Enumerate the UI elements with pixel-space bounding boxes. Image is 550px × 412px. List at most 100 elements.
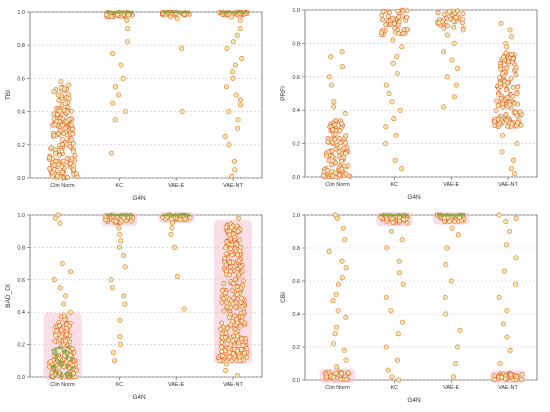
data-point — [67, 309, 73, 315]
data-point — [55, 212, 61, 218]
data-point — [390, 15, 396, 21]
data-point — [386, 91, 392, 97]
data-point — [63, 349, 67, 352]
data-point — [70, 366, 74, 370]
data-point — [457, 328, 463, 334]
strip-group-vae-nt — [216, 9, 250, 179]
x-tick-label-clin-norm: Clin Norm — [325, 385, 350, 391]
data-point — [53, 368, 57, 372]
data-point — [47, 155, 52, 161]
data-point — [60, 347, 64, 350]
strip-group-clin-norm — [46, 79, 80, 181]
data-point — [59, 148, 65, 154]
data-point — [509, 121, 515, 127]
data-point — [125, 12, 131, 18]
data-point — [518, 122, 524, 128]
data-point — [333, 117, 339, 123]
data-point — [221, 281, 227, 286]
data-point — [509, 51, 514, 57]
y-tick-label: 0.2 — [17, 343, 25, 349]
data-point — [227, 246, 233, 252]
data-point — [74, 171, 79, 177]
x-tick-label-clin-norm: Clin Norm — [50, 382, 75, 388]
data-point — [341, 145, 347, 151]
data-point — [442, 295, 448, 301]
data-point — [110, 50, 116, 56]
data-point — [234, 284, 240, 290]
data-point — [243, 336, 249, 342]
data-point — [499, 70, 505, 76]
data-point — [339, 370, 344, 376]
data-point — [343, 377, 349, 383]
data-point — [227, 354, 233, 360]
data-point — [513, 72, 519, 78]
data-point — [229, 14, 235, 20]
strip-group-vae-e — [434, 8, 466, 110]
data-point — [507, 102, 513, 108]
data-point — [504, 242, 510, 248]
data-point — [233, 92, 239, 98]
y-axis-label: CBI — [280, 292, 287, 303]
data-point — [66, 95, 72, 101]
strip-group-clin-norm — [43, 212, 82, 380]
data-point — [232, 276, 238, 282]
data-point — [404, 8, 410, 14]
data-point — [240, 343, 246, 348]
data-point — [227, 259, 232, 265]
data-point — [58, 360, 62, 364]
data-point — [110, 100, 116, 106]
data-point — [441, 25, 447, 31]
data-point — [117, 342, 123, 348]
data-point — [239, 55, 245, 61]
data-point — [120, 75, 126, 81]
data-point — [60, 136, 65, 142]
data-point — [444, 32, 450, 38]
data-point — [330, 127, 335, 132]
x-tick-label-kc: KC — [115, 382, 123, 388]
data-point — [64, 331, 69, 337]
data-point — [241, 357, 247, 363]
data-point — [109, 285, 115, 291]
chart-panel-bad-di: 0.0 0.2 0.4 0.6 0.8 1.0 BAD_DI G4N Clin Norm KC VA… — [0, 203, 275, 407]
data-point — [70, 126, 76, 132]
data-point — [503, 376, 508, 382]
data-point — [235, 291, 240, 297]
data-point — [182, 216, 188, 222]
data-point — [223, 245, 228, 251]
data-point — [389, 374, 395, 380]
data-point — [74, 367, 79, 373]
data-point — [53, 356, 57, 360]
data-point — [504, 118, 510, 123]
data-point — [108, 277, 114, 283]
data-point — [169, 220, 175, 226]
data-point — [331, 99, 337, 105]
y-tick-label: 0.8 — [17, 43, 25, 49]
x-tick-label-vae-nt: VAE-NT — [223, 382, 243, 388]
data-point — [51, 132, 57, 138]
data-point — [494, 98, 500, 104]
data-point — [68, 269, 74, 275]
data-point — [383, 344, 389, 350]
data-point — [499, 149, 505, 155]
data-point — [504, 65, 510, 71]
data-point — [51, 162, 57, 168]
data-point — [451, 374, 457, 380]
data-point — [336, 136, 342, 141]
data-point — [226, 315, 232, 320]
data-point — [443, 261, 449, 267]
data-point — [236, 354, 242, 360]
data-point — [400, 216, 406, 222]
data-point — [227, 232, 232, 238]
data-point — [237, 323, 243, 329]
data-point — [242, 350, 247, 356]
data-point — [454, 344, 460, 350]
data-point — [238, 244, 244, 250]
data-point — [230, 351, 236, 356]
data-point — [65, 363, 69, 367]
data-point — [179, 46, 185, 52]
y-tick-label: 0.2 — [292, 345, 300, 351]
data-point — [174, 274, 180, 280]
strip-group-vae-nt — [491, 20, 524, 177]
strip-group-kc — [378, 7, 410, 172]
y-tick-label: 0.8 — [292, 41, 300, 47]
